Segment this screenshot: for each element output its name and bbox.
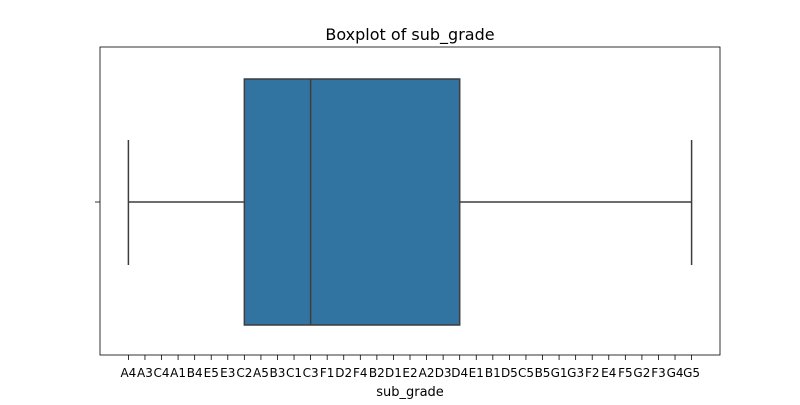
x-tick-label-C3: C3 [303, 366, 319, 380]
x-tick-label-G5: G5 [683, 366, 700, 380]
x-tick-label-C2: C2 [236, 366, 252, 380]
x-tick-label-C4: C4 [154, 366, 170, 380]
x-tick-label-B2: B2 [369, 366, 385, 380]
x-tick-label-D5: D5 [501, 366, 518, 380]
x-tick-label-B4: B4 [187, 366, 203, 380]
x-tick-label-C1: C1 [286, 366, 302, 380]
x-tick-label-F5: F5 [618, 366, 633, 380]
x-tick-label-D3: D3 [435, 366, 452, 380]
x-axis: A4 A3 C4 A1 B4 E5 E3 C2 A5 B3 C1 C3 F1 D2 F4 B2 D1 E2 A2 D3… [120, 355, 700, 380]
x-tick-label-C5: C5 [518, 366, 534, 380]
x-tick-label-F3: F3 [651, 366, 666, 380]
x-tick-label-D2: D2 [335, 366, 352, 380]
x-tick-label-G4: G4 [667, 366, 684, 380]
x-tick-label-F2: F2 [585, 366, 600, 380]
x-tick-label-A4: A4 [120, 366, 136, 380]
interquartile-box [243, 78, 461, 326]
x-tick-label-D4: D4 [451, 366, 468, 380]
x-tick-label-A2: A2 [419, 366, 435, 380]
x-axis-label: sub_grade [376, 385, 444, 400]
x-tick-label-B3: B3 [270, 366, 286, 380]
x-tick-label-D1: D1 [385, 366, 402, 380]
x-tick-label-E5: E5 [204, 366, 219, 380]
x-tick-label-F1: F1 [320, 366, 335, 380]
x-tick-label-E3: E3 [220, 366, 235, 380]
box-plot [127, 78, 693, 326]
x-tick-label-B1: B1 [485, 366, 501, 380]
chart-title: Boxplot of sub_grade [325, 25, 494, 45]
x-tick-label-F4: F4 [353, 366, 368, 380]
x-tick-label-B5: B5 [535, 366, 551, 380]
x-tick-label-E1: E1 [469, 366, 484, 380]
x-tick-label-A3: A3 [137, 366, 153, 380]
x-tick-label-G3: G3 [567, 366, 584, 380]
x-tick-label-A5: A5 [253, 366, 269, 380]
x-tick-label-G1: G1 [551, 366, 568, 380]
x-tick-label-E4: E4 [601, 366, 616, 380]
x-tick-label-G2: G2 [633, 366, 650, 380]
x-tick-label-E2: E2 [402, 366, 417, 380]
x-tick-label-A1: A1 [170, 366, 186, 380]
